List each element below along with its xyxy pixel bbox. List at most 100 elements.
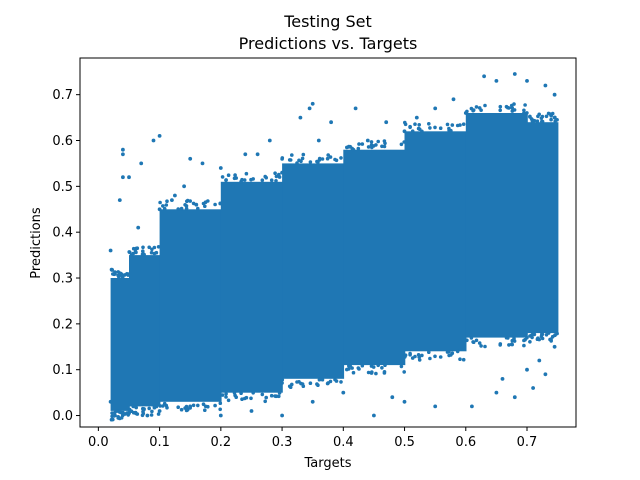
scatter-point <box>317 156 322 161</box>
scatter-point <box>226 173 231 177</box>
density-band <box>527 122 559 334</box>
scatter-point <box>240 177 244 182</box>
scatter-point <box>455 349 460 354</box>
scatter-point <box>149 413 154 417</box>
scatter-point <box>528 114 532 119</box>
scatter-point <box>108 399 113 404</box>
scatter-point <box>365 138 370 143</box>
scatter-point <box>157 134 162 138</box>
scatter-point <box>145 413 150 418</box>
scatter-point <box>451 97 456 102</box>
scatter-point <box>273 394 277 398</box>
scatter-point <box>410 356 415 360</box>
scatter-point <box>525 111 529 115</box>
scatter-point <box>203 200 208 204</box>
density-band <box>220 181 283 393</box>
scatter-point <box>308 160 313 164</box>
scatter-point <box>384 120 389 125</box>
scatter-point <box>522 338 526 343</box>
scatter-point <box>157 207 162 212</box>
scatter-point <box>162 206 167 211</box>
scatter-point <box>142 252 146 257</box>
scatter-point <box>164 203 169 207</box>
scatter-point <box>218 401 223 406</box>
scatter-point <box>428 356 432 361</box>
scatter-point <box>522 111 526 115</box>
scatter-point <box>244 395 249 400</box>
scatter-point <box>224 392 228 396</box>
scatter-point <box>438 355 443 359</box>
scatter-point <box>525 367 529 372</box>
scatter-point <box>120 275 125 279</box>
scatter-point <box>182 184 187 189</box>
density-layer <box>109 102 559 422</box>
scatter-point <box>232 176 237 181</box>
scatter-point <box>357 367 361 371</box>
scatter-point <box>433 404 438 409</box>
scatter-point <box>552 230 557 235</box>
scatter-point <box>184 206 189 211</box>
scatter-point <box>498 108 503 113</box>
scatter-point <box>157 409 162 413</box>
scatter-point <box>280 156 285 160</box>
scatter-point <box>417 358 422 362</box>
scatter-point <box>483 103 487 108</box>
scatter-point <box>134 250 138 255</box>
scatter-point <box>528 340 532 344</box>
scatter-point <box>277 172 281 177</box>
scatter-point <box>433 125 437 130</box>
scatter-point <box>218 166 223 170</box>
scatter-point <box>549 117 553 122</box>
scatter-point <box>543 83 548 88</box>
scatter-point <box>112 272 116 277</box>
y-tick-label: 0.3 <box>52 272 73 287</box>
scatter-point <box>260 178 265 182</box>
scatter-point <box>546 331 551 335</box>
scatter-point <box>110 267 114 272</box>
scatter-point <box>264 395 269 400</box>
scatter-point <box>474 338 479 343</box>
scatter-point <box>220 393 225 397</box>
scatter-point <box>179 407 184 412</box>
scatter-point <box>176 207 180 211</box>
density-band <box>159 209 222 402</box>
scatter-point <box>307 106 312 111</box>
scatter-point <box>239 391 243 396</box>
scatter-point <box>537 337 541 342</box>
scatter-point <box>410 129 415 133</box>
scatter-point <box>329 120 333 125</box>
y-tick-label: 0.4 <box>52 226 73 241</box>
scatter-point <box>552 92 557 97</box>
x-tick-label: 0.2 <box>210 435 231 450</box>
scatter-point <box>477 341 482 345</box>
scatter-point <box>301 152 306 157</box>
scatter-point <box>450 123 455 127</box>
scatter-point <box>156 412 161 416</box>
scatter-point <box>298 115 303 120</box>
scatter-point <box>121 147 125 152</box>
scatter-point <box>226 398 231 403</box>
scatter-point <box>263 399 268 404</box>
scatter-point <box>523 103 527 107</box>
scatter-point <box>244 171 249 176</box>
scatter-point <box>326 153 331 157</box>
scatter-point <box>274 174 279 179</box>
scatter-point <box>469 336 474 340</box>
scatter-point <box>383 363 387 368</box>
scatter-point <box>553 119 557 124</box>
scatter-point <box>447 126 451 131</box>
scatter-point <box>152 251 157 256</box>
scatter-point <box>483 344 487 349</box>
scatter-point <box>251 391 255 395</box>
scatter-point <box>479 108 483 112</box>
scatter-point <box>263 174 268 179</box>
scatter-point <box>280 378 285 382</box>
scatter-point <box>151 138 156 143</box>
scatter-point <box>161 204 165 208</box>
scatter-point <box>369 140 374 144</box>
scatter-point <box>455 123 460 128</box>
scatter-point <box>147 245 151 250</box>
scatter-point <box>149 250 154 255</box>
x-tick-label: 0.3 <box>272 435 293 450</box>
scatter-point <box>220 175 225 179</box>
